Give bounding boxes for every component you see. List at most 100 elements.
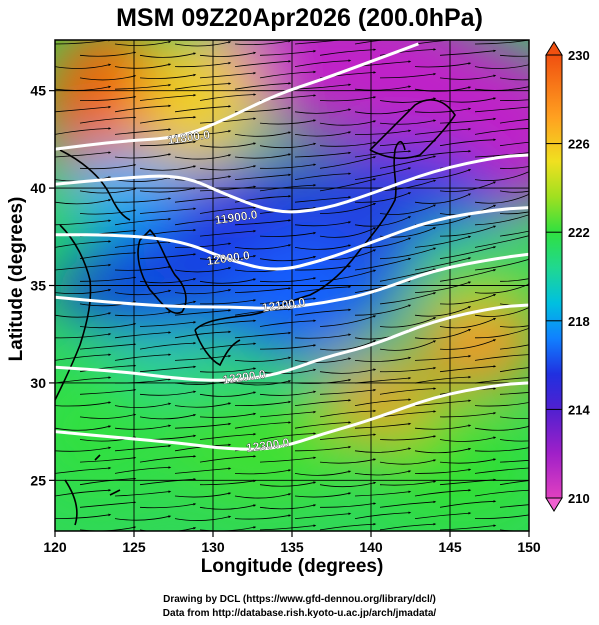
contour-line xyxy=(55,42,419,151)
streamline xyxy=(174,217,232,226)
streamline xyxy=(379,179,437,192)
streamline xyxy=(199,504,257,510)
streamline xyxy=(499,459,529,463)
streamline xyxy=(354,422,412,429)
streamline xyxy=(379,317,437,328)
streamline xyxy=(414,447,472,454)
streamline xyxy=(139,165,197,171)
streamline xyxy=(294,470,352,476)
streamline xyxy=(354,490,412,497)
streamline xyxy=(474,425,529,431)
streamline xyxy=(294,285,352,293)
streamline xyxy=(55,127,112,135)
streamline xyxy=(294,308,352,316)
streamline xyxy=(439,74,497,80)
streamline xyxy=(174,515,232,521)
streamline xyxy=(379,48,437,56)
temperature-field: 11800.0 11900.0 12000.0 12100.0 12200.0 12300… xyxy=(55,40,529,531)
streamline xyxy=(114,104,172,113)
streamline xyxy=(294,131,352,137)
y-axis-label: Latitude (degrees) xyxy=(6,196,27,362)
streamline xyxy=(379,387,437,395)
streamline xyxy=(294,357,352,363)
streamline xyxy=(199,93,257,101)
streamline xyxy=(439,500,497,508)
streamline xyxy=(259,297,317,305)
streamline xyxy=(174,267,232,273)
streamline xyxy=(319,368,377,374)
streamline xyxy=(139,413,197,420)
streamline xyxy=(439,246,497,260)
streamline xyxy=(79,51,137,57)
streamline xyxy=(474,127,529,135)
streamline xyxy=(259,524,317,531)
streamline xyxy=(259,410,317,418)
streamline xyxy=(174,402,232,408)
streamline xyxy=(499,344,529,350)
streamline xyxy=(259,206,317,214)
streamline xyxy=(79,456,137,463)
streamline xyxy=(259,277,317,283)
streamline xyxy=(79,276,137,282)
streamline xyxy=(55,401,112,407)
contour-label: 12000.0 xyxy=(206,248,251,268)
streamline xyxy=(139,455,197,463)
streamline xyxy=(414,424,472,430)
streamline xyxy=(439,458,497,464)
streamline xyxy=(79,364,137,373)
streamline xyxy=(139,321,197,327)
streamline xyxy=(79,413,137,419)
streamline xyxy=(499,211,529,215)
streamline xyxy=(319,433,377,440)
contour-labels: 11800.0 11900.0 12000.0 12100.0 12200.0 12300… xyxy=(166,127,306,455)
streamline xyxy=(174,41,232,47)
streamline xyxy=(199,185,257,192)
streamline xyxy=(114,515,172,521)
streamline xyxy=(414,86,472,92)
y-tick-label: 25 xyxy=(30,472,46,488)
streamline xyxy=(319,458,377,464)
streamline xyxy=(79,163,137,170)
streamline xyxy=(294,83,352,90)
streamline xyxy=(174,105,232,113)
streamline xyxy=(114,424,172,430)
streamline xyxy=(174,309,232,316)
streamline xyxy=(319,502,377,508)
streamline xyxy=(234,287,292,293)
streamline xyxy=(499,230,529,237)
streamline xyxy=(379,366,437,373)
streamline xyxy=(474,466,529,474)
streamline xyxy=(114,289,172,296)
streamline xyxy=(294,445,352,452)
streamline xyxy=(294,421,352,429)
streamline xyxy=(139,478,197,486)
contour-line xyxy=(55,153,529,214)
streamline xyxy=(414,235,472,248)
streamline xyxy=(319,340,377,351)
x-tick-label: 120 xyxy=(43,539,67,555)
streamline xyxy=(294,492,352,498)
streamline xyxy=(499,439,529,442)
streamline xyxy=(114,83,172,90)
streamline xyxy=(439,117,497,124)
streamline xyxy=(379,72,437,79)
x-tick-label: 135 xyxy=(280,539,304,555)
streamline xyxy=(234,421,292,429)
streamline xyxy=(474,151,529,158)
streamline xyxy=(234,331,292,339)
contour-label: 12100.0 xyxy=(261,295,306,315)
streamline xyxy=(114,490,172,497)
contour-line xyxy=(55,303,529,382)
streamline xyxy=(79,116,137,124)
streamline xyxy=(294,172,352,180)
streamline xyxy=(379,155,437,169)
x-tick-label: 130 xyxy=(201,539,225,555)
colorbar-tick-label: 222 xyxy=(568,225,590,240)
streamline xyxy=(294,221,352,227)
streamline xyxy=(114,63,172,69)
streamline xyxy=(139,52,197,58)
colorbar: 210 214 218 222 226 230 xyxy=(545,41,590,512)
y-tick-label: 30 xyxy=(30,375,46,391)
streamline xyxy=(139,365,197,373)
streamline xyxy=(174,175,232,181)
